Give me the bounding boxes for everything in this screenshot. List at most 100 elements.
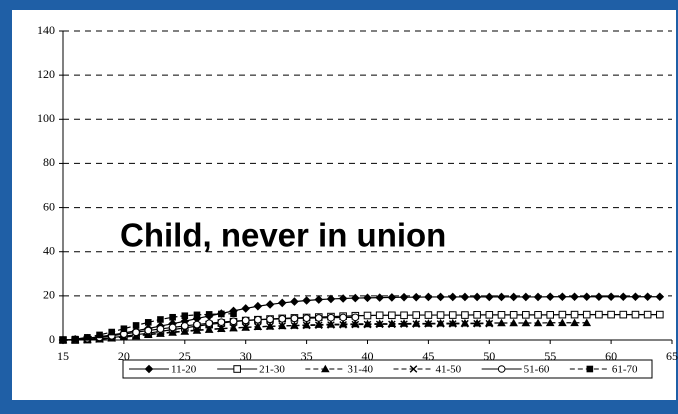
data-point xyxy=(265,300,275,309)
data-point xyxy=(314,314,323,322)
data-point xyxy=(339,313,347,322)
y-tick-label: 120 xyxy=(37,67,55,81)
data-point xyxy=(485,292,494,302)
data-point xyxy=(363,311,372,320)
data-point xyxy=(461,311,469,319)
data-point xyxy=(132,328,140,337)
data-point xyxy=(181,312,189,320)
y-tick-label: 60 xyxy=(43,199,55,213)
data-point xyxy=(144,319,152,326)
legend-label: 31-40 xyxy=(347,364,373,376)
x-tick-label: 40 xyxy=(362,349,374,363)
data-point xyxy=(157,316,164,323)
data-point xyxy=(302,296,311,305)
data-point xyxy=(326,320,336,328)
y-tick-label: 100 xyxy=(37,111,55,125)
x-tick-label: 15 xyxy=(57,349,69,363)
data-point xyxy=(509,318,518,327)
data-point xyxy=(229,317,238,326)
data-point xyxy=(375,293,384,302)
data-point xyxy=(302,321,311,330)
data-point xyxy=(339,320,347,329)
data-point xyxy=(412,311,421,319)
data-point xyxy=(485,318,494,327)
data-point xyxy=(545,292,555,302)
data-point xyxy=(497,311,506,319)
legend-label: 21-30 xyxy=(259,364,285,376)
y-tick-label: 0 xyxy=(49,332,55,346)
legend xyxy=(122,359,653,379)
data-point xyxy=(351,320,360,329)
data-point xyxy=(205,311,213,318)
data-point xyxy=(338,319,348,328)
data-point xyxy=(448,318,458,327)
data-point xyxy=(388,311,396,320)
data-point xyxy=(582,310,591,319)
legend-marker xyxy=(144,364,154,374)
data-point xyxy=(168,323,177,332)
data-point xyxy=(375,311,384,320)
data-point xyxy=(656,310,664,319)
data-point xyxy=(277,298,287,308)
data-point xyxy=(217,324,226,333)
data-point xyxy=(521,318,531,327)
data-point xyxy=(534,311,542,319)
data-point xyxy=(546,311,555,319)
data-point xyxy=(156,325,165,333)
annotation: Child, never in union xyxy=(120,217,446,254)
data-point xyxy=(327,321,335,329)
x-tick-label: 35 xyxy=(301,349,313,363)
x-tick-label: 45 xyxy=(422,349,434,363)
data-point xyxy=(314,295,324,304)
x-tick-label: 20 xyxy=(118,349,130,363)
data-point xyxy=(290,297,299,306)
data-point xyxy=(363,320,372,329)
data-point xyxy=(643,292,652,302)
data-point xyxy=(387,293,397,302)
data-point xyxy=(387,319,397,327)
data-point xyxy=(607,310,615,319)
data-point xyxy=(254,322,262,331)
data-point xyxy=(399,319,409,327)
data-point xyxy=(594,292,604,302)
data-point xyxy=(193,326,201,334)
data-point xyxy=(241,316,250,325)
data-point xyxy=(424,320,433,328)
data-point xyxy=(169,313,176,321)
x-tick-label: 55 xyxy=(544,349,556,363)
y-tick-label: 40 xyxy=(43,243,55,257)
series-line xyxy=(63,323,490,341)
data-point xyxy=(424,311,433,319)
data-point xyxy=(217,318,226,326)
data-point xyxy=(218,310,225,318)
data-point xyxy=(388,320,396,329)
data-point xyxy=(71,335,79,343)
data-point xyxy=(84,334,91,341)
data-point xyxy=(448,292,458,302)
data-point xyxy=(631,310,640,319)
data-point xyxy=(436,318,445,327)
data-point xyxy=(363,319,372,328)
data-point xyxy=(631,292,640,302)
data-point xyxy=(497,292,506,302)
data-point xyxy=(254,315,262,324)
data-point xyxy=(351,293,360,303)
data-point xyxy=(522,311,530,319)
data-point xyxy=(180,316,190,326)
data-point xyxy=(192,314,202,323)
data-point xyxy=(582,292,592,302)
data-point xyxy=(314,321,323,330)
data-point xyxy=(582,318,592,327)
y-tick-label: 140 xyxy=(37,23,55,37)
data-point xyxy=(521,292,531,302)
x-tick-label: 30 xyxy=(240,349,252,363)
data-point xyxy=(266,322,274,331)
data-point xyxy=(278,315,287,323)
data-point xyxy=(570,292,579,302)
data-point xyxy=(655,292,665,302)
data-point xyxy=(399,292,409,302)
data-point xyxy=(266,315,274,324)
data-point xyxy=(278,322,287,330)
data-point xyxy=(181,322,189,330)
data-point xyxy=(485,319,494,328)
